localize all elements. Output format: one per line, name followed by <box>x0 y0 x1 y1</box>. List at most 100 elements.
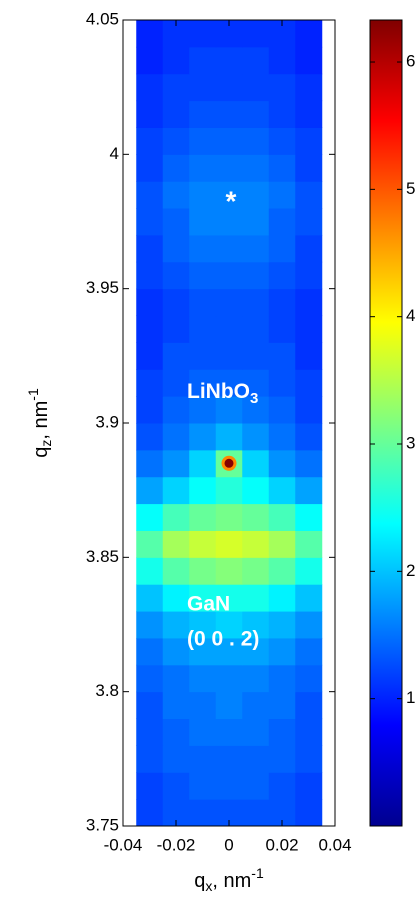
annotation: (0 0 . 2) <box>187 628 259 651</box>
heat-cell <box>242 718 270 746</box>
heat-cell <box>242 181 270 209</box>
heat-cell <box>242 127 270 155</box>
heat-cell <box>189 772 217 800</box>
heat-cell <box>136 476 164 505</box>
heat-cell <box>268 288 296 317</box>
colorbar <box>369 19 403 827</box>
heat-cell <box>295 46 323 75</box>
heat-cell <box>189 584 217 612</box>
heat-cell <box>136 315 164 343</box>
heat-cell <box>189 476 217 505</box>
heat-cell <box>162 73 190 102</box>
heat-cell <box>215 584 243 612</box>
x-tick-label: -0.02 <box>157 835 196 854</box>
heat-cell <box>162 288 190 317</box>
heat-cell <box>189 557 217 585</box>
heat-cell <box>268 261 296 290</box>
heat-cell <box>215 154 243 182</box>
heat-cell <box>215 369 243 397</box>
colorbar-tick-label: 2 <box>406 561 415 580</box>
heat-cell <box>295 342 323 370</box>
heat-cell <box>136 530 164 558</box>
heat-cell <box>136 208 164 236</box>
heat-cell <box>242 584 270 612</box>
heat-cell <box>268 664 296 693</box>
heat-cell <box>162 154 190 182</box>
heat-cell <box>242 208 270 236</box>
heat-cell <box>242 664 270 693</box>
heat-cell <box>295 208 323 236</box>
heat-cell <box>136 772 164 800</box>
heat-cell <box>189 261 217 290</box>
heat-cell <box>189 799 217 827</box>
heat-cell <box>162 46 190 75</box>
x-tick-label: 0 <box>224 835 233 854</box>
heat-cell <box>215 423 243 451</box>
heat-cell <box>215 261 243 290</box>
heat-cell <box>136 423 164 451</box>
colorbar-tick-label: 1 <box>406 688 415 707</box>
heat-cell <box>242 476 270 505</box>
heat-cell <box>215 503 243 531</box>
heat-cell <box>136 73 164 102</box>
heat-cell <box>136 127 164 155</box>
heat-cell <box>295 396 323 424</box>
heat-cell <box>162 637 190 666</box>
heat-cell <box>189 20 217 48</box>
heat-cell <box>136 288 164 317</box>
colorbar-tick-label: 3 <box>406 433 415 452</box>
colorbar-tick-label: 4 <box>406 306 415 325</box>
heat-cell <box>295 127 323 155</box>
heat-cell <box>189 315 217 343</box>
heat-cell <box>215 718 243 746</box>
heat-cell <box>189 396 217 424</box>
heat-cell <box>136 745 164 773</box>
heat-cell <box>295 100 323 128</box>
heat-cell <box>189 611 217 639</box>
heat-cell <box>242 691 270 720</box>
heat-cell <box>162 745 190 773</box>
heat-cell <box>215 557 243 585</box>
heat-cell <box>268 691 296 720</box>
heat-cell <box>189 503 217 531</box>
heat-cell <box>268 127 296 155</box>
heat-cell <box>162 664 190 693</box>
heat-cell <box>295 369 323 397</box>
heat-cell <box>162 449 190 478</box>
heat-cell <box>162 396 190 424</box>
heat-cell <box>295 530 323 558</box>
heat-cell <box>189 73 217 102</box>
heat-cell <box>242 530 270 558</box>
heat-cell <box>242 745 270 773</box>
heat-cell <box>189 288 217 317</box>
heat-cell <box>189 369 217 397</box>
heat-cell <box>136 584 164 612</box>
heat-cell <box>268 637 296 666</box>
heat-cell <box>242 396 270 424</box>
heat-cell <box>215 396 243 424</box>
heat-cell <box>295 234 323 263</box>
heat-cell <box>295 664 323 693</box>
heat-cell <box>136 342 164 370</box>
heat-cell <box>215 73 243 102</box>
heat-cell <box>162 181 190 209</box>
heat-cell <box>189 46 217 75</box>
heat-cell <box>295 799 323 827</box>
colorbar-tick-label: 6 <box>406 52 415 71</box>
heat-cell <box>242 315 270 343</box>
heat-cell <box>189 691 217 720</box>
heat-cell <box>268 315 296 343</box>
heat-cell <box>136 449 164 478</box>
heat-cell <box>189 637 217 666</box>
heat-cell <box>242 20 270 48</box>
heat-cell <box>215 745 243 773</box>
heat-cell <box>215 342 243 370</box>
heat-cell <box>136 154 164 182</box>
heat-cell <box>136 503 164 531</box>
heat-cell <box>268 503 296 531</box>
annotation: * <box>226 185 237 216</box>
heat-cell <box>162 476 190 505</box>
heat-cell <box>268 772 296 800</box>
heat-cell <box>242 637 270 666</box>
